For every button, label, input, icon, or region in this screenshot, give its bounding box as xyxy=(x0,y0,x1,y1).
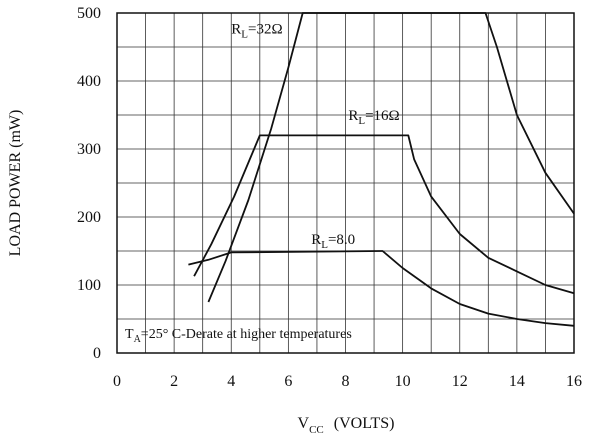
gridlines xyxy=(117,13,574,353)
y-tick-label: 500 xyxy=(77,5,101,22)
plot-frame xyxy=(116,12,575,354)
x-tick-label: 10 xyxy=(395,373,411,390)
x-tick-label: 16 xyxy=(566,373,582,390)
temperature-annotation: TA=25° C-Derate at higher temperatures xyxy=(125,327,352,345)
y-tick-labels: 0 100 200 300 400 500 xyxy=(77,5,101,362)
series-label-1: RL=32Ω xyxy=(231,21,282,40)
x-tick-label: 4 xyxy=(227,373,235,390)
series-lines xyxy=(188,12,575,327)
series-line-2 xyxy=(193,134,575,295)
x-tick-label: 8 xyxy=(342,373,350,390)
y-tick-label: 100 xyxy=(77,277,101,294)
x-tick-labels: 0 2 4 6 8 10 12 14 16 xyxy=(113,373,582,390)
x-tick-label: 0 xyxy=(113,373,121,390)
x-tick-label: 6 xyxy=(284,373,292,390)
series-labels: RL=32Ω RL=16Ω RL=8.0 xyxy=(231,21,399,251)
y-tick-label: 300 xyxy=(77,141,101,158)
x-tick-label: 14 xyxy=(509,373,525,390)
series-label-3: RL=8.0 xyxy=(311,232,355,251)
y-tick-label: 400 xyxy=(77,73,101,90)
series-line-3 xyxy=(188,250,575,327)
series-label-2: RL=16Ω xyxy=(348,108,399,127)
y-axis-title: LOAD POWER (mW) xyxy=(7,110,24,257)
x-tick-label: 2 xyxy=(170,373,178,390)
y-tick-label: 200 xyxy=(77,209,101,226)
y-tick-label: 0 xyxy=(93,345,101,362)
x-tick-label: 12 xyxy=(452,373,468,390)
x-axis-title: VCC (VOLTS) xyxy=(298,415,395,436)
